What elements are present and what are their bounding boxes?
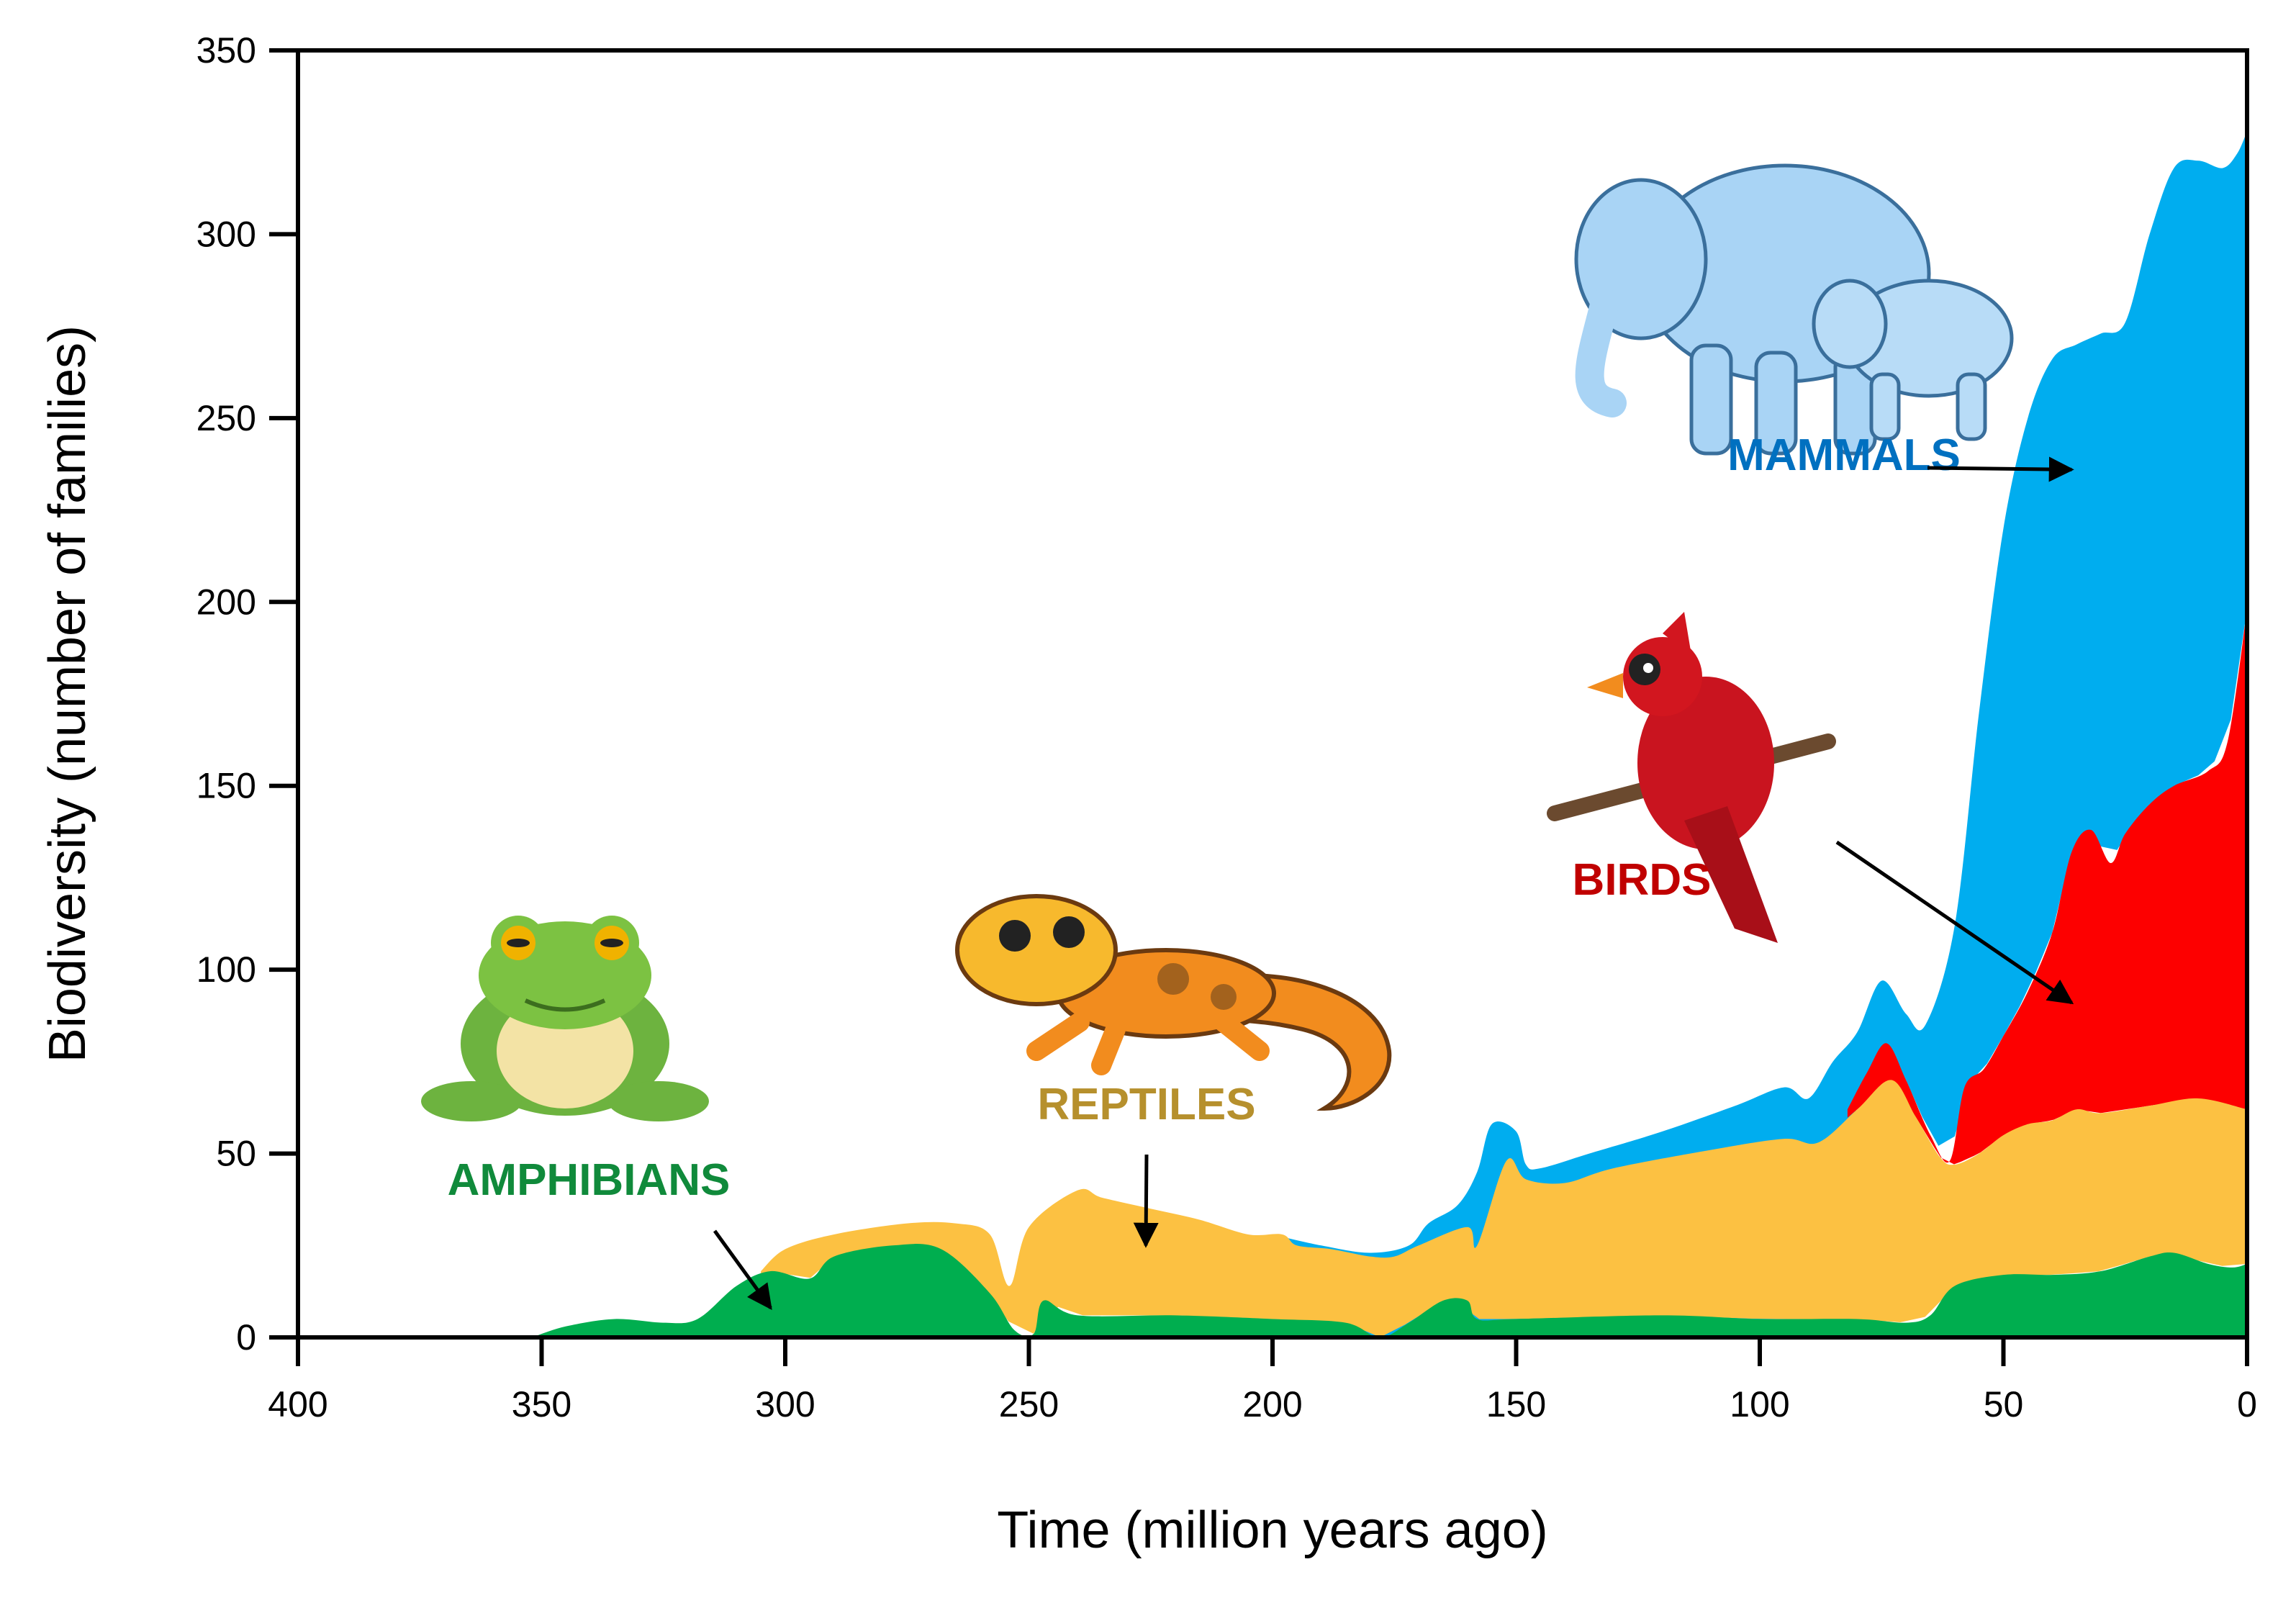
x-axis-title: Time (million years ago) [997,1502,1548,1559]
axes: 400 350 300 250 200 150 100 50 0 0 50 100 150 200 250… [196,30,2257,1424]
arrow-birds [1835,840,2074,1005]
label-amphibians: AMPHIBIANS [448,1155,731,1205]
series-annotations: AMPHIBIANS REPTILES BIRDS MAMMALS [448,430,2074,1310]
stacked-areas [531,131,2247,1337]
x-tick-label: 350 [512,1384,571,1424]
cardinal-icon [1547,612,1836,943]
y-tick-label: 350 [196,30,256,71]
y-tick-label: 250 [196,398,256,438]
y-tick-label: 100 [196,949,256,990]
label-birds: BIRDS [1573,855,1712,905]
arrow-mammals [1927,456,2074,482]
area-amphibians [531,1244,2247,1337]
x-tick-label: 200 [1242,1384,1302,1424]
x-tick-label: 150 [1486,1384,1546,1424]
y-tick-label: 0 [236,1317,256,1358]
arrow-amphibians [713,1229,772,1310]
y-tick-label: 150 [196,766,256,806]
salamander-icon [955,894,1392,1111]
arrow-reptiles [1133,1154,1159,1248]
frog-icon [421,916,709,1121]
y-tick-label: 300 [196,214,256,254]
label-reptiles: REPTILES [1037,1080,1255,1129]
x-tick-label: 400 [268,1384,327,1424]
area-reptiles [761,1080,2247,1337]
y-axis: 0 50 100 150 200 250 300 350 [196,30,298,1358]
area-birds [1847,609,2247,1165]
elephant-icon [1574,163,2014,456]
y-tick-label: 200 [196,582,256,622]
x-tick-label: 250 [999,1384,1059,1424]
x-axis: 400 350 300 250 200 150 100 50 0 [268,1337,2257,1424]
x-tick-label: 100 [1730,1384,1789,1424]
x-tick-label: 0 [2237,1384,2257,1424]
x-tick-label: 300 [755,1384,815,1424]
area-mammals [1273,131,2247,1337]
label-mammals: MAMMALS [1727,430,1961,480]
x-tick-label: 50 [1984,1384,2024,1424]
y-axis-title: Biodiversity (number of families) [39,325,96,1062]
y-tick-label: 50 [216,1134,256,1174]
